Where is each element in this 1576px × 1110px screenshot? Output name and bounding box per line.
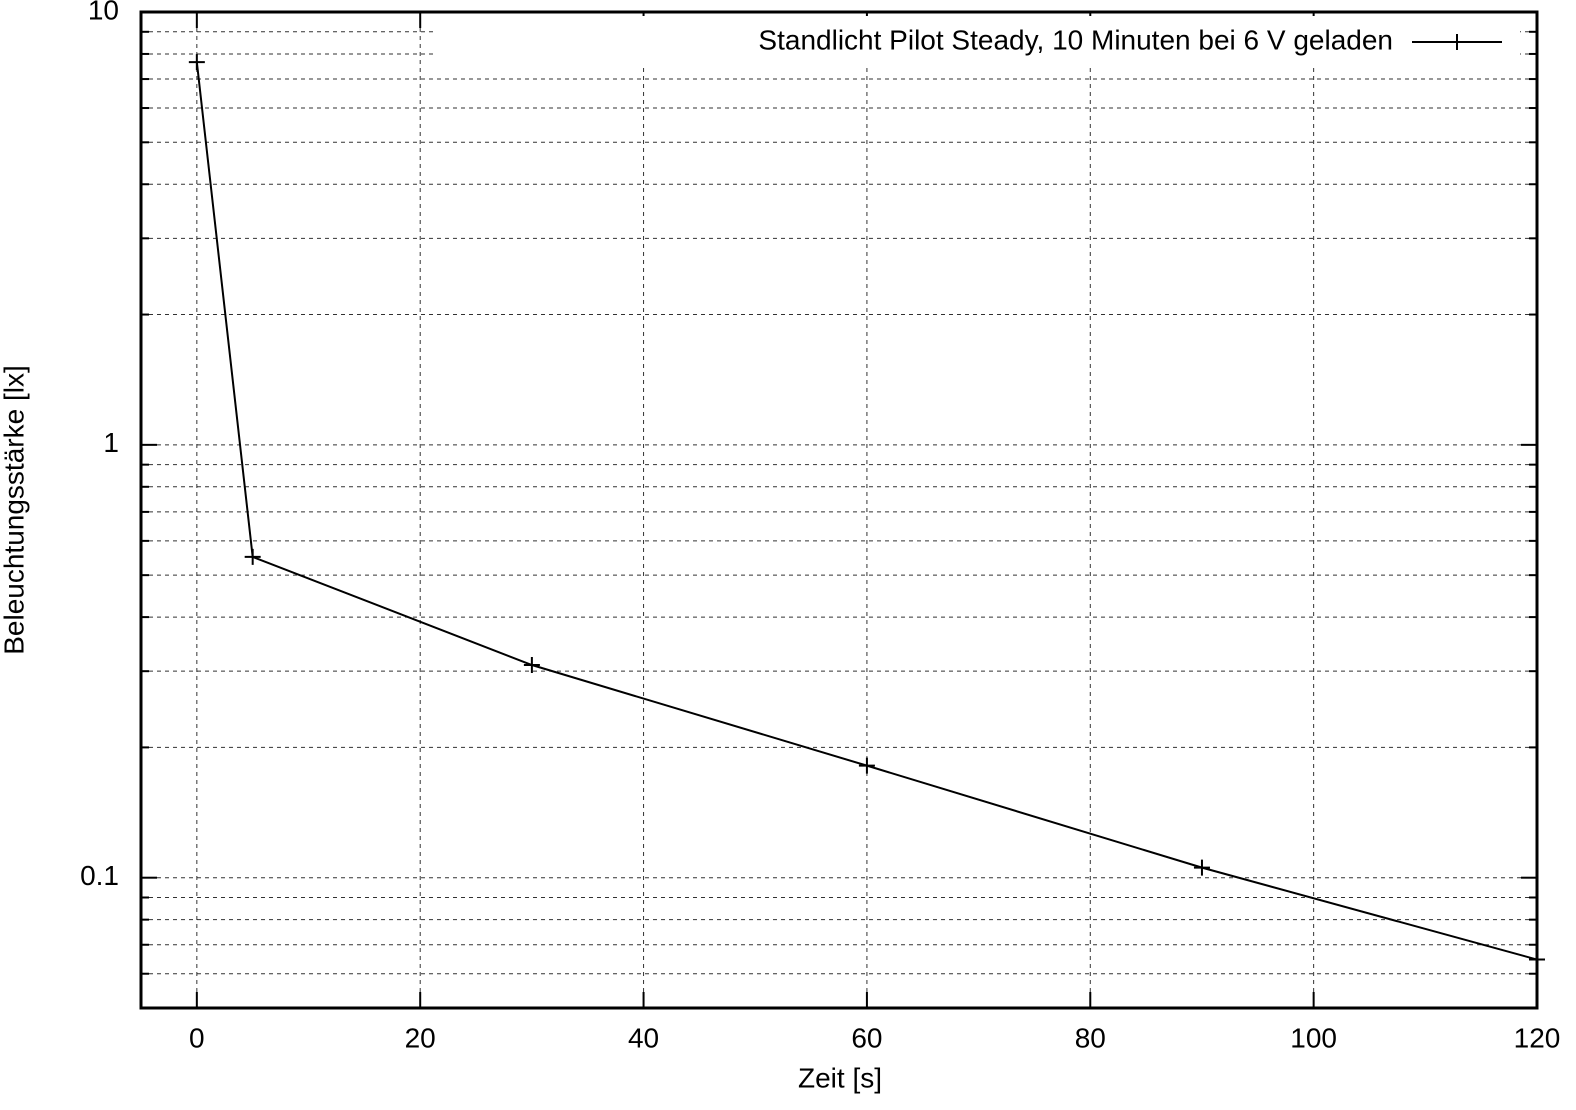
legend-symbol <box>1412 34 1502 50</box>
marker <box>523 657 540 674</box>
y-tick-label: 0.1 <box>80 860 119 891</box>
y-tick-label: 10 <box>88 0 119 25</box>
x-tick-label: 0 <box>189 1022 205 1053</box>
x-tick-label: 20 <box>405 1022 436 1053</box>
marker <box>1193 859 1210 876</box>
legend-label: Standlicht Pilot Steady, 10 Minuten bei … <box>758 24 1393 55</box>
marker <box>244 548 261 565</box>
x-tick-label: 120 <box>1514 1022 1561 1053</box>
plot-border <box>139 10 1539 1010</box>
x-axis-title: Zeit [s] <box>798 1062 882 1093</box>
marker <box>858 757 875 774</box>
legend-background <box>436 16 1520 66</box>
line <box>195 61 1538 961</box>
y-axis-title: Beleuchtungsstärke [lx] <box>0 365 29 655</box>
x-tick-label: 100 <box>1290 1022 1337 1053</box>
x-tick-label: 60 <box>851 1022 882 1053</box>
marker <box>188 54 205 71</box>
y-tick-label: 1 <box>103 427 119 458</box>
marker <box>1529 951 1545 968</box>
x-tick-label: 40 <box>628 1022 659 1053</box>
x-tick-label: 80 <box>1075 1022 1106 1053</box>
